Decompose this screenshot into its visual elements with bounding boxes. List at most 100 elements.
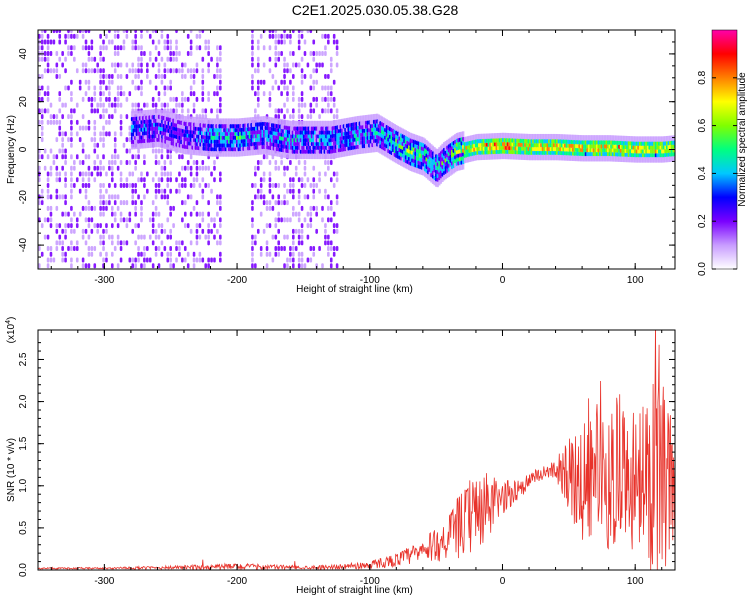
noise-cell (58, 39, 62, 45)
noise-cell (318, 96, 321, 102)
noise-cell (99, 39, 102, 45)
noise-cell (102, 56, 105, 62)
noise-cell (204, 165, 208, 171)
noise-cell (195, 79, 199, 85)
noise-cell (43, 211, 47, 217)
noise-cell (81, 33, 85, 39)
noise-cell (277, 33, 281, 39)
noise-cell (192, 73, 196, 79)
noise-cell (254, 68, 257, 74)
noise-cell (84, 177, 88, 183)
noise-cell (61, 194, 64, 200)
noise-cell (87, 119, 91, 125)
noise-cell (122, 200, 126, 206)
noise-cell (75, 33, 79, 39)
noise-cell (55, 154, 59, 160)
noise-cell (87, 263, 91, 269)
noise-cell (131, 79, 135, 85)
noise-cell (108, 73, 111, 79)
noise-cell (137, 148, 140, 154)
noise-cell (262, 246, 266, 252)
noise-cell (96, 171, 99, 177)
noise-cell (70, 182, 73, 188)
noise-cell (265, 68, 269, 74)
noise-cell (87, 148, 91, 154)
noise-cell (157, 91, 161, 97)
noise-cell (195, 200, 199, 206)
noise-cell (327, 205, 330, 211)
noise-cell (300, 205, 304, 211)
noise-cell (189, 171, 193, 177)
noise-cell (87, 171, 91, 177)
noise-cell (271, 251, 275, 257)
noise-cell (113, 211, 117, 217)
noise-cell (134, 154, 137, 160)
noise-cell (75, 96, 79, 102)
noise-cell (219, 45, 222, 51)
noise-cell (172, 96, 175, 102)
noise-cell (102, 182, 105, 188)
noise-cell (251, 217, 254, 223)
noise-cell (113, 125, 117, 131)
noise-cell (163, 68, 167, 74)
noise-cell (119, 228, 123, 234)
noise-cell (154, 148, 158, 154)
noise-cell (87, 68, 91, 74)
noise-cell (160, 154, 164, 160)
noise-cell (216, 114, 219, 120)
noise-cell (49, 194, 53, 200)
noise-cell (102, 131, 105, 137)
noise-cell (55, 30, 59, 34)
noise-cell (292, 91, 295, 97)
noise-cell (93, 119, 97, 125)
noise-cell (81, 85, 85, 91)
noise-cell (75, 131, 79, 137)
noise-cell (81, 68, 85, 74)
noise-cell (300, 114, 304, 120)
noise-cell (46, 102, 50, 108)
noise-cell (286, 257, 289, 263)
noise-cell (166, 200, 170, 206)
noise-cell (113, 217, 117, 223)
noise-cell (99, 223, 102, 229)
noise-cell (283, 62, 286, 68)
noise-cell (93, 68, 97, 74)
noise-cell (271, 211, 275, 217)
noise-cell (81, 234, 85, 240)
noise-cell (312, 68, 316, 74)
noise-cell (81, 45, 85, 51)
noise-cell (321, 56, 324, 62)
noise-cell (105, 85, 108, 91)
noise-cell (195, 228, 199, 234)
noise-cell (332, 200, 336, 206)
noise-cell (297, 160, 301, 166)
noise-cell (163, 56, 167, 62)
noise-cell (207, 102, 210, 108)
noise-cell (198, 251, 202, 257)
noise-cell (55, 68, 59, 74)
noise-cell (189, 30, 193, 34)
noise-cell (175, 246, 178, 252)
noise-cell (332, 177, 336, 183)
noise-cell (166, 234, 170, 240)
noise-cell (143, 51, 146, 57)
noise-cell (256, 30, 260, 34)
noise-cell (181, 251, 184, 257)
noise-cell (151, 177, 155, 183)
noise-cell (113, 142, 117, 148)
noise-cell (140, 171, 143, 177)
noise-cell (64, 171, 67, 177)
noise-cell (55, 62, 59, 68)
noise-cell (140, 177, 143, 183)
noise-cell (137, 73, 140, 79)
noise-cell (125, 263, 129, 269)
noise-cell (78, 131, 82, 137)
noise-cell (175, 96, 178, 102)
noise-cell (46, 171, 50, 177)
noise-cell (286, 91, 289, 97)
noise-cell (312, 85, 316, 91)
noise-cell (163, 96, 167, 102)
noise-cell (134, 223, 137, 229)
noise-cell (43, 56, 47, 62)
noise-cell (61, 228, 64, 234)
